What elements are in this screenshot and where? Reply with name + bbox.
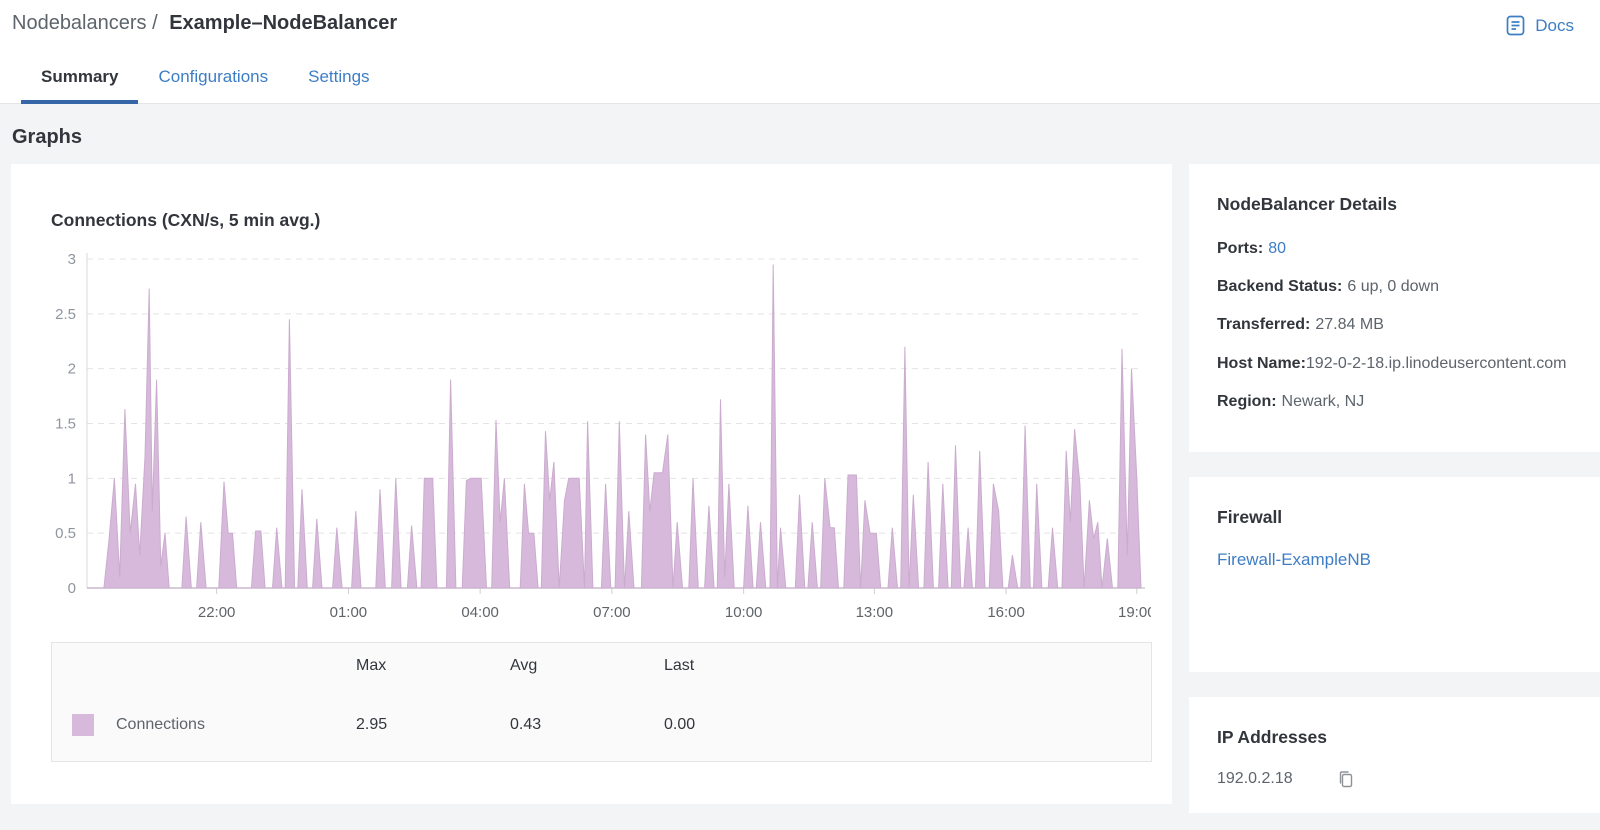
tab-configurations[interactable]: Configurations xyxy=(158,67,269,86)
ip-address-row: 192.0.2.18 xyxy=(1217,770,1580,789)
svg-text:10:00: 10:00 xyxy=(725,604,763,621)
connections-series-swatch xyxy=(72,714,94,736)
ports-link[interactable]: 80 xyxy=(1268,240,1287,257)
svg-text:22:00: 22:00 xyxy=(198,604,236,621)
svg-text:07:00: 07:00 xyxy=(593,604,631,621)
chart-legend-table: Max Avg Last Connections 2.95 0.43 0.00 xyxy=(51,642,1152,762)
legend-series-label: Connections xyxy=(116,716,205,733)
svg-text:1: 1 xyxy=(68,470,76,487)
svg-text:3: 3 xyxy=(68,251,76,268)
content-layout: Connections (CXN/s, 5 min avg.) 0 0.5 1 1.5… xyxy=(0,164,1600,813)
detail-row-transferred: Transferred: 27.84 MB xyxy=(1217,316,1384,334)
connections-area-chart: 0 0.5 1 1.5 2 2.5 3 22:00 01:00 04:00 07:00 10:00 13… xyxy=(55,251,1155,621)
legend-header-row: Max Avg Last xyxy=(52,643,1151,689)
docs-file-icon xyxy=(1504,14,1527,37)
copy-icon xyxy=(1337,770,1355,789)
ip-card-title: IP Addresses xyxy=(1217,726,1327,747)
chart-title: Connections (CXN/s, 5 min avg.) xyxy=(51,210,321,230)
summary-sidebar: NodeBalancer Details Ports: 80 Backend St… xyxy=(1189,164,1600,813)
svg-text:13:00: 13:00 xyxy=(856,604,894,621)
nodebalancer-details-card: NodeBalancer Details Ports: 80 Backend St… xyxy=(1189,164,1600,452)
detail-row-backend-status: Backend Status: 6 up, 0 down xyxy=(1217,278,1439,296)
svg-text:0.5: 0.5 xyxy=(55,525,76,542)
tab-summary[interactable]: Summary xyxy=(21,61,139,104)
svg-text:2: 2 xyxy=(68,361,76,378)
legend-avg-value: 0.43 xyxy=(510,716,542,733)
tab-settings[interactable]: Settings xyxy=(308,67,370,86)
legend-last-value: 0.00 xyxy=(664,716,696,733)
graphs-section-title: Graphs xyxy=(12,126,83,148)
details-card-title: NodeBalancer Details xyxy=(1217,194,1397,214)
legend-series-row: Connections 2.95 0.43 0.00 xyxy=(52,689,1151,761)
ip-address-value: 192.0.2.18 xyxy=(1217,770,1293,788)
svg-text:1.5: 1.5 xyxy=(55,416,76,433)
tab-bar: Summary Configurations Settings xyxy=(10,61,1574,104)
svg-text:04:00: 04:00 xyxy=(461,604,499,621)
firewall-card: Firewall Firewall-ExampleNB xyxy=(1189,476,1600,672)
legend-col-max: Max xyxy=(356,657,387,674)
legend-max-value: 2.95 xyxy=(356,716,388,733)
legend-col-avg: Avg xyxy=(510,657,538,674)
legend-col-last: Last xyxy=(664,657,695,674)
docs-link-label: Docs xyxy=(1535,15,1574,35)
detail-row-host-name: Host Name:192-0-2-18.ip.linodeuserconten… xyxy=(1217,354,1567,372)
detail-row-ports: Ports: 80 xyxy=(1217,240,1287,257)
firewall-card-title: Firewall xyxy=(1217,506,1283,527)
svg-text:16:00: 16:00 xyxy=(987,604,1025,621)
connections-chart-card: Connections (CXN/s, 5 min avg.) 0 0.5 1 1.5… xyxy=(11,164,1172,804)
svg-text:2.5: 2.5 xyxy=(55,306,76,323)
detail-row-region: Region: Newark, NJ xyxy=(1217,392,1365,410)
copy-ip-button[interactable] xyxy=(1337,770,1355,789)
page-header: Nodebalancers / Example–NodeBalancer Doc… xyxy=(0,0,1600,104)
breadcrumb-section[interactable]: Nodebalancers / xyxy=(12,12,158,34)
breadcrumb-current: Example–NodeBalancer xyxy=(169,12,398,34)
svg-text:19:00: 19:00 xyxy=(1118,604,1151,621)
svg-text:0: 0 xyxy=(68,580,76,597)
docs-link[interactable]: Docs xyxy=(1504,14,1574,37)
breadcrumb: Nodebalancers / Example–NodeBalancer xyxy=(10,12,1574,35)
firewall-link[interactable]: Firewall-ExampleNB xyxy=(1217,549,1371,569)
svg-text:01:00: 01:00 xyxy=(330,604,368,621)
ip-addresses-card: IP Addresses 192.0.2.18 xyxy=(1189,696,1600,813)
chart-area: 0 0.5 1 1.5 2 2.5 3 22:00 01:00 04:00 07:00 10:00 13… xyxy=(51,241,1172,628)
